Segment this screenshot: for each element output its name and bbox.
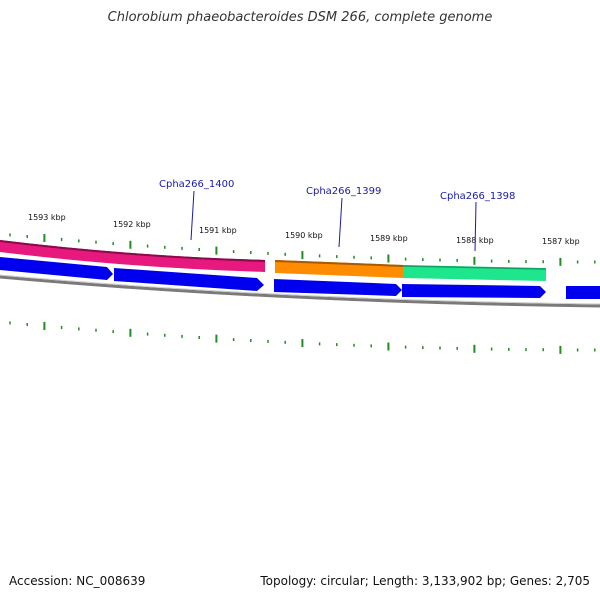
callout-line-1398 xyxy=(474,201,477,252)
ruler-labels: 1593 kbp 1592 kbp 1591 kbp 1590 kbp 1589… xyxy=(28,213,580,246)
kbp-label-1587: 1587 kbp xyxy=(542,237,580,246)
genome-backbone xyxy=(0,275,600,308)
kbp-label-1592: 1592 kbp xyxy=(113,220,151,229)
feature-orange-edge xyxy=(274,260,404,267)
forward-strand-features xyxy=(0,240,547,281)
kbp-label-1591: 1591 kbp xyxy=(199,226,237,235)
gene-callouts: Cpha266_1400 Cpha266_1399 Cpha266_1398 xyxy=(159,179,515,252)
feature-teal-edge xyxy=(402,265,547,270)
kbp-label-1590: 1590 kbp xyxy=(285,231,323,240)
gene-arrow-5[interactable] xyxy=(566,286,600,299)
genome-backbone-highlight xyxy=(0,274,600,305)
gene-label-cpha266-1400[interactable]: Cpha266_1400 xyxy=(159,179,234,190)
gene-label-cpha266-1398[interactable]: Cpha266_1398 xyxy=(440,191,515,202)
gene-arrows xyxy=(0,257,600,299)
callout-line-1399 xyxy=(338,197,343,248)
gene-label-cpha266-1399[interactable]: Cpha266_1399 xyxy=(306,186,381,197)
kbp-label-1589: 1589 kbp xyxy=(370,234,408,243)
callout-line-1400 xyxy=(190,190,195,241)
feature-pink-edge xyxy=(0,240,266,262)
genome-summary: Topology: circular; Length: 3,133,902 bp… xyxy=(260,574,590,588)
gene-arrow-1[interactable] xyxy=(0,257,113,280)
kbp-label-1593: 1593 kbp xyxy=(28,213,66,222)
accession-label: Accession: NC_008639 xyxy=(9,574,146,588)
gene-arrow-4[interactable] xyxy=(402,284,546,298)
gene-arrow-2[interactable] xyxy=(114,268,264,291)
gene-arrow-3[interactable] xyxy=(274,279,402,296)
outer-tick-row xyxy=(9,233,596,266)
map-title: Chlorobium phaeobacteroides DSM 266, com… xyxy=(107,10,493,25)
inner-tick-row xyxy=(9,321,596,354)
